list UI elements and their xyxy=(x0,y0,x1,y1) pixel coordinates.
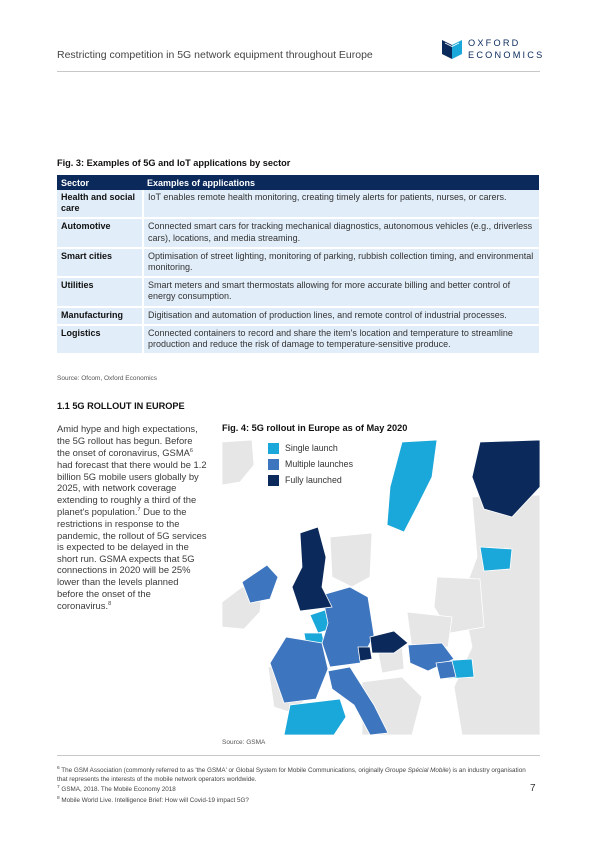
map-legend: Single launch Multiple launches Fully la… xyxy=(268,440,353,488)
map-country-region xyxy=(241,564,279,604)
figure-3-source: Source: Ofcom, Oxford Economics xyxy=(57,375,158,382)
map-country-region xyxy=(269,636,329,704)
sector-cell: Logistics xyxy=(57,324,144,356)
map-country-region xyxy=(283,698,347,735)
applications-cell: Connected smart cars for tracking mechan… xyxy=(143,218,539,249)
legend-item-fully-launched: Fully launched xyxy=(268,472,353,488)
page-number: 7 xyxy=(530,783,536,794)
table-row: Health and social care IoT enables remot… xyxy=(57,190,539,220)
figure-4-title: Fig. 4: 5G rollout in Europe as of May 2… xyxy=(222,423,408,433)
sector-cell: Smart cities xyxy=(57,247,144,279)
applications-table: Sector Examples of applications Health a… xyxy=(57,175,539,356)
legend-swatch xyxy=(268,442,279,454)
footnotes: 6 The GSM Association (commonly referred… xyxy=(57,765,527,805)
footnote-divider xyxy=(57,755,540,756)
table-row: Automotive Connected smart cars for trac… xyxy=(57,218,539,249)
footnote-7: 7 GSMA, 2018. The Mobile Economy 2018 xyxy=(57,785,176,794)
table-row: Logistics Connected containers to record… xyxy=(57,324,539,356)
running-header-title: Restricting competition in 5G network eq… xyxy=(57,49,373,61)
map-country-region xyxy=(386,439,438,533)
footnote-8: 8 Mobile World Live. Intelligence Brief:… xyxy=(57,795,249,804)
table-row: Utilities Smart meters and smart thermos… xyxy=(57,277,539,308)
figure-4-source: Source: GSMA xyxy=(222,739,266,746)
map-country-region xyxy=(327,666,389,735)
map-country-region xyxy=(453,494,540,735)
sector-cell: Automotive xyxy=(57,218,144,249)
sector-cell: Manufacturing xyxy=(57,306,144,326)
table-row: Manufacturing Digitisation and automatio… xyxy=(57,306,539,326)
legend-swatch xyxy=(268,474,279,486)
footnote-ref-6[interactable]: 6 xyxy=(189,448,193,455)
applications-cell: Digitisation and automation of productio… xyxy=(143,306,539,326)
logo-mark-icon xyxy=(442,40,462,59)
column-header-applications: Examples of applications xyxy=(143,175,539,190)
column-header-sector: Sector xyxy=(57,175,143,190)
map-country-region xyxy=(471,439,540,518)
map-country-region xyxy=(291,526,333,612)
applications-cell: Smart meters and smart thermostats allow… xyxy=(143,277,539,308)
section-heading: 1.1 5G ROLLOUT IN EUROPE xyxy=(57,401,185,411)
header-divider xyxy=(57,71,540,72)
legend-item-single-launch: Single launch xyxy=(268,440,353,456)
map-country-region xyxy=(435,660,457,680)
legend-swatch xyxy=(268,458,279,470)
legend-item-multiple-launches: Multiple launches xyxy=(268,456,353,472)
map-country-region xyxy=(369,630,409,654)
europe-5g-map xyxy=(222,437,540,735)
footnote-ref-7[interactable]: 7 xyxy=(137,507,141,514)
map-country-region xyxy=(406,611,453,650)
footnote-ref-8[interactable]: 8 xyxy=(108,601,112,608)
sector-cell: Utilities xyxy=(57,277,144,308)
map-country-region xyxy=(479,546,513,572)
applications-cell: Connected containers to record and share… xyxy=(143,324,539,356)
map-country-region xyxy=(357,646,373,662)
oxford-economics-logo: OXFORD ECONOMICS xyxy=(440,37,550,65)
table-header-row: Sector Examples of applications xyxy=(57,175,539,190)
map-country-region xyxy=(329,532,373,588)
sector-cell: Health and social care xyxy=(57,190,144,220)
logo-wordmark: OXFORD ECONOMICS xyxy=(468,38,545,60)
map-country-region xyxy=(222,439,255,486)
applications-cell: IoT enables remote health monitoring, cr… xyxy=(143,190,539,220)
table-row: Smart cities Optimisation of street ligh… xyxy=(57,247,539,279)
figure-3-title: Fig. 3: Examples of 5G and IoT applicati… xyxy=(57,158,291,168)
footnote-6: 6 The GSM Association (commonly referred… xyxy=(57,766,526,783)
applications-cell: Optimisation of street lighting, monitor… xyxy=(143,247,539,279)
section-body-text: Amid hype and high expectations, the 5G … xyxy=(57,423,207,612)
